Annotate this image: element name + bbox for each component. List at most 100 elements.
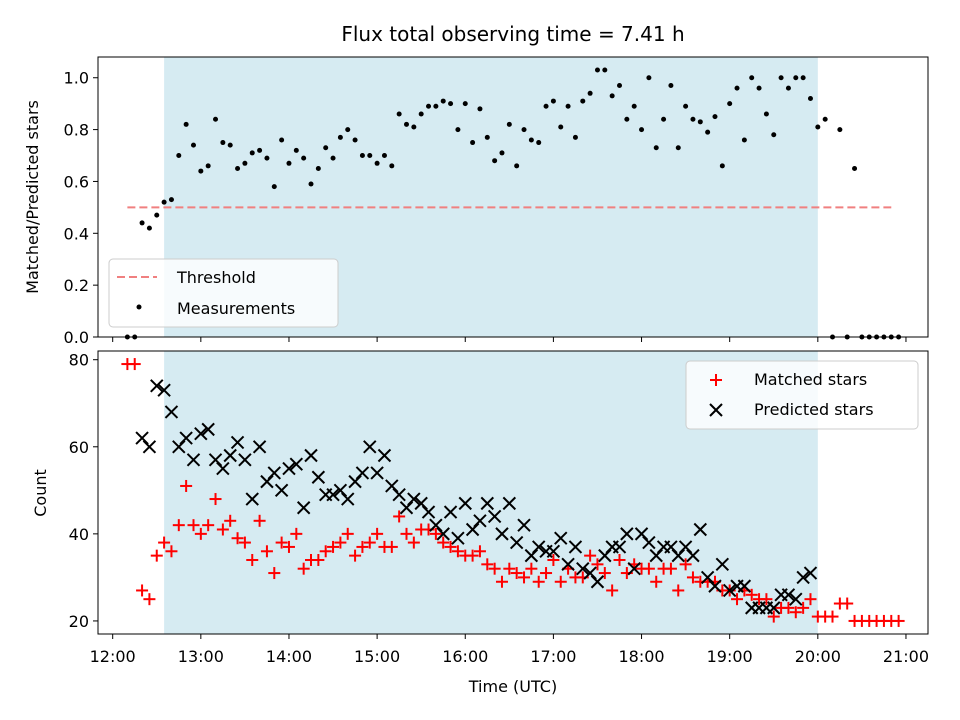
predicted-star-point [781, 588, 796, 602]
matched-star-point [731, 593, 744, 606]
matched-star-point [400, 527, 413, 540]
x-tick-label: 19:00 [707, 647, 753, 666]
bottom-legend: Matched stars Predicted stars [685, 360, 919, 430]
measurement-point [352, 137, 358, 143]
predicted-star-point [179, 431, 193, 445]
measurement-point [543, 103, 549, 109]
x-tick-label: 12:00 [90, 647, 136, 666]
matched-star-point [246, 553, 259, 566]
measurement-point [235, 165, 241, 171]
measurement-point [631, 103, 637, 109]
measurement-point [146, 225, 152, 231]
measurement-point [536, 140, 542, 146]
predicted-star-point [216, 461, 230, 476]
measurement-point [771, 132, 777, 138]
measurement-point [257, 147, 263, 153]
x-tick-label: 14:00 [266, 647, 312, 666]
measurement-point [639, 127, 645, 133]
measurement-point [807, 95, 813, 101]
predicted-star-point [443, 505, 458, 519]
matched-star-point [532, 575, 545, 588]
matched-star-point [466, 549, 479, 562]
measurement-point [580, 98, 586, 104]
predicted-star-point [238, 453, 252, 467]
matched-star-point [650, 575, 663, 588]
matched-star-point [760, 593, 773, 606]
predicted-star-point [157, 383, 171, 397]
predicted-star-point [201, 422, 215, 437]
bottom-panel: 20 40 60 80 12:00 13:00 14:00 15:00 16:00 17:00 18… [31, 350, 929, 696]
top-panel: 0.0 0.2 0.4 0.6 0.8 1.0 Flux total observing … [23, 22, 929, 347]
predicted-star-point [326, 487, 340, 502]
matched-star-point [202, 519, 215, 532]
matched-star-point [275, 536, 288, 549]
matched-star-point [547, 553, 560, 566]
matched-star-point [525, 562, 538, 575]
predicted-star-point [627, 561, 641, 576]
matched-star-point [789, 606, 802, 619]
matched-star-point [268, 567, 281, 580]
measurement-point [301, 155, 307, 161]
matched-star-point [429, 527, 442, 540]
measurement-point [550, 98, 556, 104]
predicted-star-point [509, 535, 524, 550]
matched-star-point [672, 584, 685, 597]
measurement-point [242, 160, 248, 166]
measurement-point [852, 165, 858, 171]
predicted-star-point [737, 579, 752, 593]
measurement-point [433, 103, 439, 109]
predicted-star-point [789, 592, 803, 606]
predicted-star-point [620, 527, 634, 541]
measurement-point [558, 124, 564, 130]
matched-star-point [407, 536, 420, 549]
predicted-star-point [554, 531, 568, 545]
predicted-star-point [451, 531, 465, 545]
matched-star-point [892, 614, 905, 627]
matched-star-point [841, 597, 854, 610]
measurement-point [705, 129, 711, 135]
legend-measurements-label: Measurements [177, 299, 295, 318]
measurement-point [154, 212, 160, 218]
predicted-star-point [495, 527, 509, 541]
matched-star-point [591, 558, 604, 571]
predicted-star-point [642, 535, 656, 550]
matched-star-point [143, 593, 156, 606]
measurement-point [822, 116, 828, 122]
measurement-point [190, 142, 196, 148]
measurement-point [763, 111, 769, 117]
legend-predicted-label: Predicted stars [754, 400, 874, 419]
bottom-y-tick-label: 60 [69, 438, 89, 457]
measurement-point [381, 153, 387, 159]
matched-star-point [349, 549, 362, 562]
x-tick-label: 16:00 [442, 647, 488, 666]
matched-star-point [165, 545, 178, 558]
predicted-star-point [296, 501, 311, 515]
measurement-point [337, 134, 343, 140]
measurement-point [572, 134, 578, 140]
predicted-star-point [458, 496, 472, 511]
measurement-point [249, 150, 255, 156]
matched-star-point [371, 527, 384, 540]
matched-star-point [540, 567, 553, 580]
predicted-star-point [304, 448, 318, 463]
measurement-point [661, 116, 667, 122]
matched-star-point [767, 610, 780, 623]
matched-star-point [180, 479, 193, 492]
predicted-star-point [164, 405, 179, 419]
measurement-point [565, 103, 571, 109]
measurement-point [800, 75, 806, 81]
x-axis-label: Time (UTC) [468, 677, 557, 696]
measurement-point [778, 75, 784, 81]
predicted-star-point [252, 440, 267, 454]
matched-star-point [488, 562, 501, 575]
bottom-legend-box [685, 360, 919, 430]
bottom-axes-frame [97, 350, 929, 635]
matched-star-point [290, 527, 303, 540]
legend-matched-label: Matched stars [754, 370, 867, 389]
predicted-star-point [311, 470, 326, 484]
chart-title: Flux total observing time = 7.41 h [341, 22, 684, 46]
predicted-star-point [230, 435, 245, 450]
predicted-star-point [473, 514, 487, 528]
matched-star-point [393, 510, 406, 523]
measurement-point [646, 75, 652, 81]
